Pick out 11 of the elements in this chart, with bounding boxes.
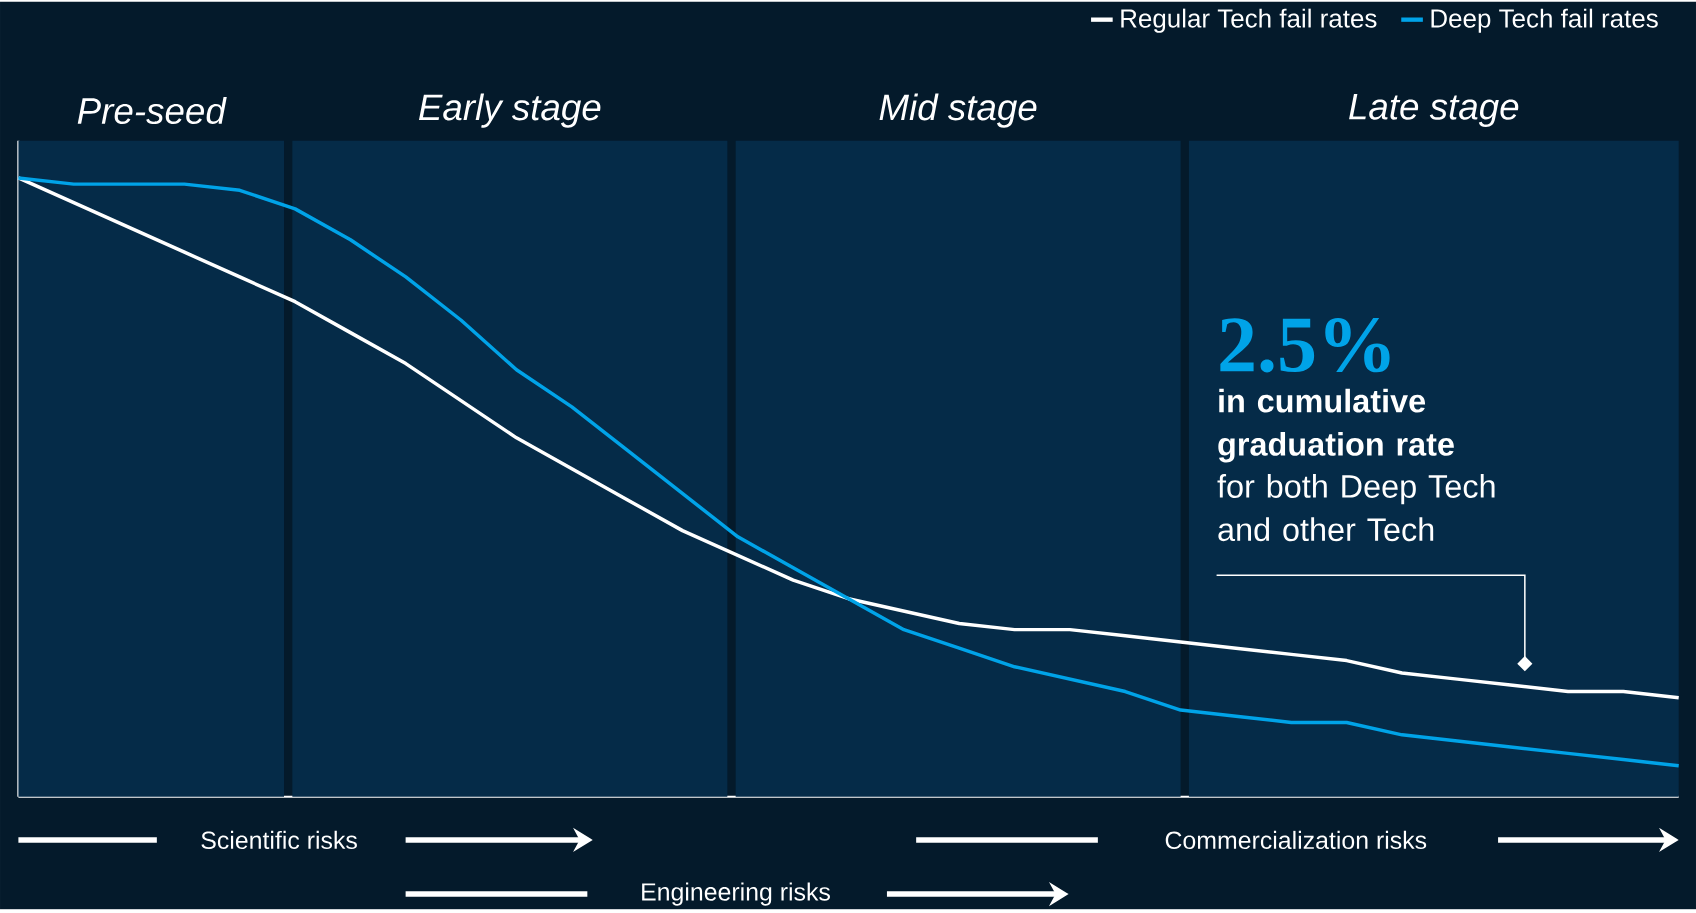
- text: Late stage: [1349, 94, 1519, 128]
- text: Engineering risks: [642, 882, 830, 906]
- annotation: 2.5%: [1220, 318, 1390, 373]
- annotation: for both Deep Tech and other Tech: [1217, 474, 1495, 542]
- text: Mid stage: [879, 93, 1037, 128]
- legend-label: Regular Tech fail rates: [1121, 8, 1377, 33]
- text: Pre-seed: [77, 97, 227, 125]
- legend-label: Deep Tech fail rates: [1431, 8, 1658, 33]
- text: Early stage: [418, 93, 601, 128]
- text: Scientific risks: [201, 830, 357, 850]
- text: Commercialization risks: [1165, 830, 1427, 850]
